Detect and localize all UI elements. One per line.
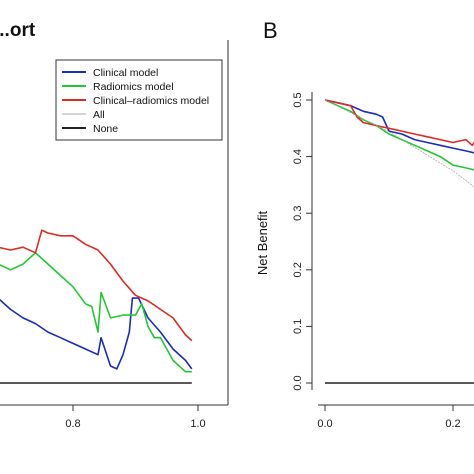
- panel-b-y-tick-label: 0.5: [292, 92, 304, 107]
- panel-b-y-tick-label: 0.0: [292, 375, 304, 390]
- panel-b-x-tick-label: 0.2: [445, 418, 460, 430]
- panel-b-x-tick-label: 0.0: [317, 418, 332, 430]
- legend-label-all: All: [93, 109, 105, 121]
- legend-label-none: None: [93, 123, 118, 135]
- panel-b-series-clinical-radiomics-model: [324, 99, 474, 147]
- legend-label-clinical-radiomics-model: Clinical–radiomics model: [93, 95, 209, 107]
- panel-b: B Net Benefit 0.0 0.1 0.2 0.3 0.4 0.5 0.0 0.2: [255, 18, 474, 430]
- panel-a-x-tick-label: 0.8: [65, 418, 80, 430]
- panel-b-y-axis-label: Net Benefit: [255, 210, 270, 275]
- panel-b-series-clinical-model: [324, 99, 474, 154]
- panel-b-y-tick-label: 0.3: [292, 206, 304, 221]
- panel-a-axes: [0, 40, 229, 406]
- panel-a-series-radiomics-model: [0, 252, 192, 373]
- panel-b-axes: [311, 92, 474, 406]
- panel-b-letter: B: [263, 18, 278, 43]
- panel-a: ...ort 0.8 1.0 Clinical model Radiomics mo…: [0, 20, 229, 430]
- panel-a-title: ...ort: [0, 20, 36, 41]
- panel-b-y-tick-label: 0.4: [292, 149, 304, 164]
- panel-a-series-group: [0, 229, 193, 384]
- panel-a-x-ticks: 0.8 1.0: [65, 405, 206, 430]
- legend: Clinical model Radiomics model Clinical–ra…: [55, 59, 223, 141]
- panel-a-series-clinical-model: [0, 297, 193, 370]
- legend-entries: Clinical model Radiomics model Clinical–ra…: [62, 67, 209, 135]
- panel-b-y-tick-label: 0.2: [292, 262, 304, 277]
- legend-label-radiomics-model: Radiomics model: [93, 81, 174, 93]
- panel-b-y-tick-label: 0.1: [292, 319, 304, 334]
- panel-a-x-tick-label: 1.0: [190, 418, 205, 430]
- panel-b-x-ticks: 0.0 0.2: [317, 405, 461, 430]
- panel-b-y-ticks: 0.0 0.1 0.2 0.3 0.4 0.5: [292, 92, 312, 391]
- panel-a-series-clinical-radiomics-model: [0, 229, 193, 342]
- legend-label-clinical-model: Clinical model: [93, 67, 158, 79]
- panel-b-series-all: [324, 99, 474, 188]
- panel-b-series-group: [324, 99, 474, 384]
